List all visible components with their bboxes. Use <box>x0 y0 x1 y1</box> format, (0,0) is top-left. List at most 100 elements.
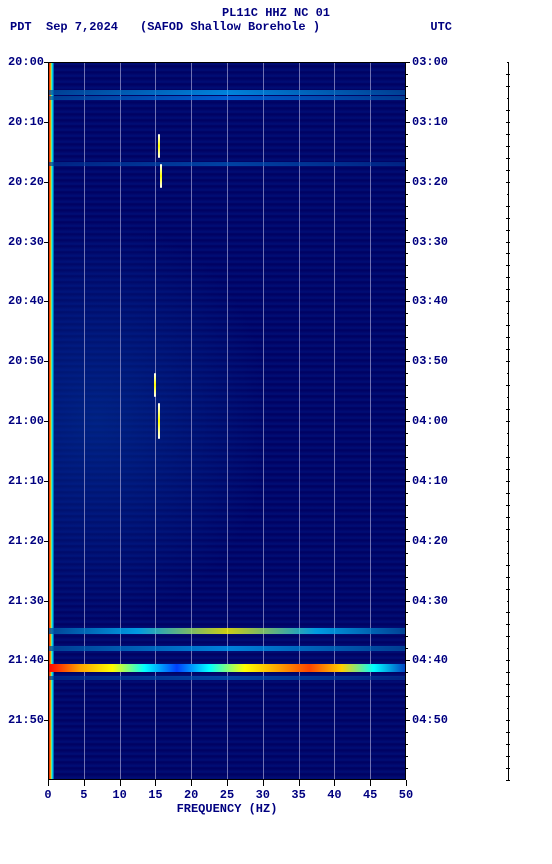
y-minor-tick <box>406 265 408 266</box>
trace-blip <box>506 421 510 422</box>
trace-blip <box>506 612 509 613</box>
y-minor-tick <box>406 397 408 398</box>
y-minor-tick <box>406 636 408 637</box>
y-tick <box>44 720 48 721</box>
y-minor-tick <box>406 577 408 578</box>
y-minor-tick <box>406 74 408 75</box>
trace-blip <box>506 253 509 254</box>
y-right-label: 03:10 <box>412 115 448 129</box>
x-tick-label: 45 <box>360 788 380 802</box>
y-left-label: 20:10 <box>0 115 44 129</box>
y-right-label: 04:50 <box>412 713 448 727</box>
y-tick <box>406 242 410 243</box>
y-tick <box>44 62 48 63</box>
trace-blip <box>506 529 511 530</box>
trace-blip <box>506 361 509 362</box>
y-tick <box>406 660 410 661</box>
trace-blip <box>506 170 509 171</box>
y-minor-tick <box>406 756 408 757</box>
y-minor-tick <box>406 349 408 350</box>
y-tick <box>406 301 410 302</box>
x-tick <box>120 780 121 786</box>
trace-blip <box>506 720 510 721</box>
y-minor-tick <box>406 469 408 470</box>
y-minor-tick <box>406 732 408 733</box>
x-tick-label: 20 <box>181 788 201 802</box>
y-right-label: 04:20 <box>412 534 448 548</box>
y-minor-tick <box>406 589 408 590</box>
date-label: Sep 7,2024 <box>46 20 118 34</box>
title-line-2: (SAFOD Shallow Borehole ) <box>140 20 320 34</box>
y-left-label: 20:30 <box>0 235 44 249</box>
y-minor-tick <box>406 445 408 446</box>
y-right-label: 03:40 <box>412 294 448 308</box>
y-tick <box>406 601 410 602</box>
spectrogram-event <box>48 162 406 166</box>
y-tick <box>44 301 48 302</box>
trace-blip <box>506 301 509 302</box>
x-tick-label: 5 <box>74 788 94 802</box>
x-tick <box>406 780 407 786</box>
y-minor-tick <box>406 230 408 231</box>
y-minor-tick <box>406 206 408 207</box>
y-tick <box>44 481 48 482</box>
trace-blip <box>506 780 510 781</box>
y-minor-tick <box>406 373 408 374</box>
trace-blip <box>506 589 510 590</box>
trace-blip <box>507 373 510 374</box>
spectrogram-event <box>48 628 406 634</box>
x-tick <box>191 780 192 786</box>
y-left-label: 20:50 <box>0 354 44 368</box>
y-right-label: 04:10 <box>412 474 448 488</box>
y-minor-tick <box>406 194 408 195</box>
trace-blip <box>506 744 510 745</box>
trace-blip <box>506 756 511 757</box>
trace-blip <box>506 385 510 386</box>
x-tick <box>48 780 49 786</box>
trace-blip <box>506 146 510 147</box>
x-tick <box>334 780 335 786</box>
y-minor-tick <box>406 565 408 566</box>
y-left-label: 20:20 <box>0 175 44 189</box>
trace-blip <box>506 696 510 697</box>
y-minor-tick <box>406 337 408 338</box>
y-minor-tick <box>406 277 408 278</box>
y-minor-tick <box>406 493 408 494</box>
y-tick <box>406 182 410 183</box>
spectrogram-event <box>48 664 406 672</box>
trace-blip <box>506 134 510 135</box>
y-minor-tick <box>406 696 408 697</box>
x-axis-label: FREQUENCY (HZ) <box>48 802 406 816</box>
y-tick <box>44 242 48 243</box>
y-right-label: 03:30 <box>412 235 448 249</box>
trace-blip <box>506 624 511 625</box>
spectrogram-streak <box>160 164 162 188</box>
trace-blip <box>507 62 510 63</box>
y-minor-tick <box>406 708 408 709</box>
x-tick <box>227 780 228 786</box>
y-minor-tick <box>406 253 408 254</box>
spectrogram-event <box>48 96 406 100</box>
trace-blip <box>506 457 511 458</box>
trace-blip <box>507 98 510 99</box>
y-minor-tick <box>406 744 408 745</box>
trace-blip <box>506 636 511 637</box>
y-tick <box>44 601 48 602</box>
y-minor-tick <box>406 505 408 506</box>
y-right-label: 04:40 <box>412 653 448 667</box>
trace-blip <box>506 86 510 87</box>
y-tick <box>44 541 48 542</box>
y-right-label: 04:30 <box>412 594 448 608</box>
y-tick <box>406 62 410 63</box>
y-tick <box>44 182 48 183</box>
y-right-label: 03:50 <box>412 354 448 368</box>
chart-title: PL11C HHZ NC 01 <box>0 6 552 20</box>
trace-blip <box>506 768 510 769</box>
y-tick <box>406 421 410 422</box>
y-minor-tick <box>406 624 408 625</box>
y-minor-tick <box>406 110 408 111</box>
spectrogram-plot <box>48 62 406 780</box>
spectrogram-event <box>48 90 406 95</box>
y-minor-tick <box>406 289 408 290</box>
trace-blip <box>507 553 510 554</box>
